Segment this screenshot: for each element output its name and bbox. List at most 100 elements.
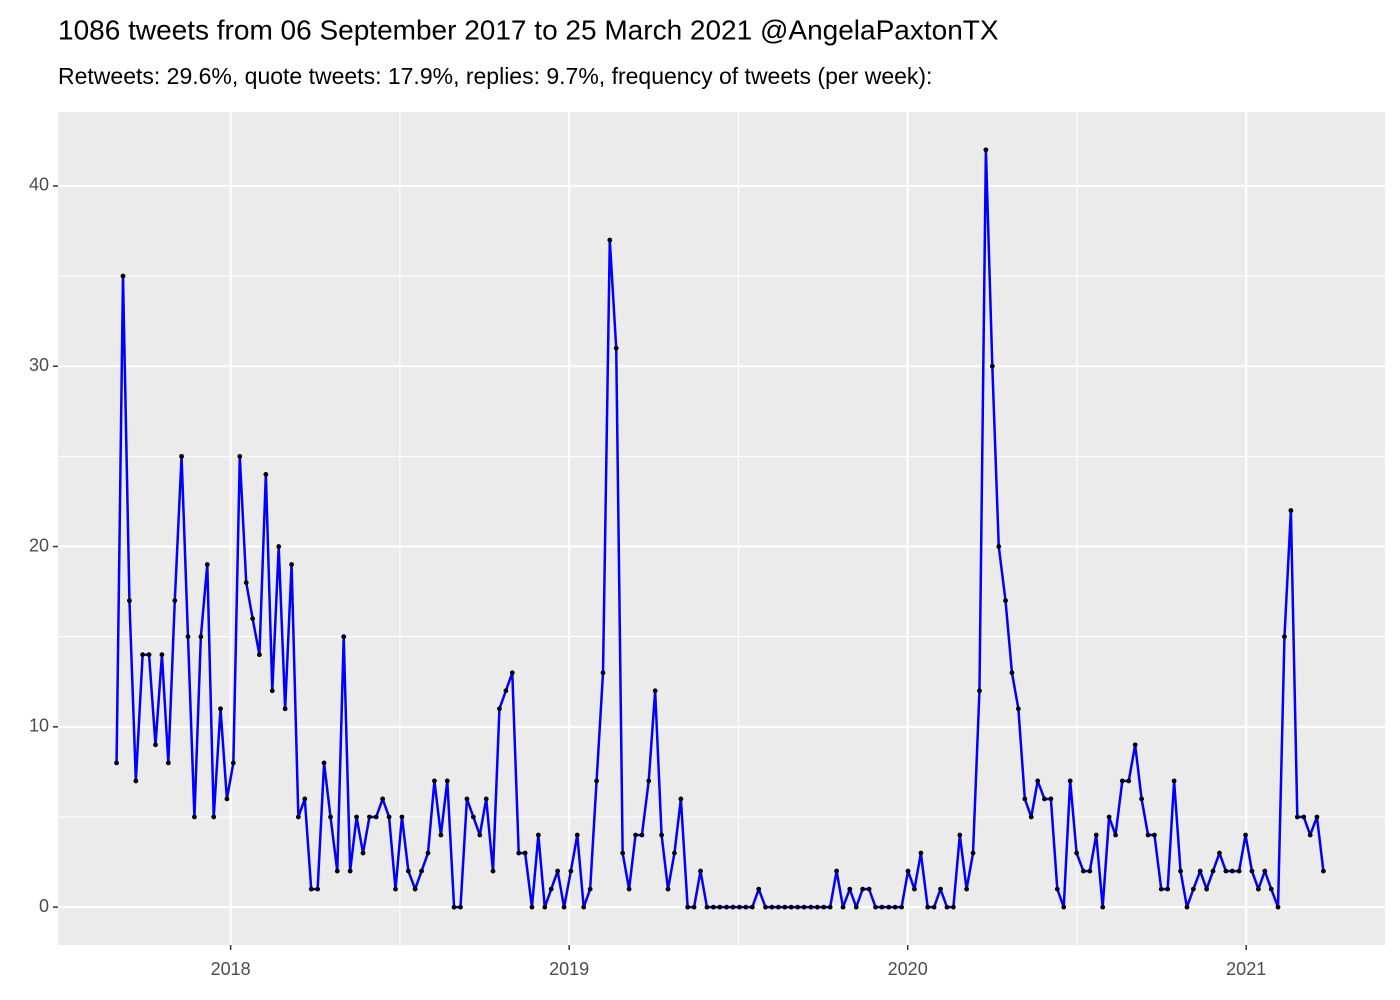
data-point	[587, 886, 593, 892]
data-point	[1171, 778, 1177, 784]
data-point	[1042, 796, 1047, 802]
data-point	[1236, 868, 1242, 874]
data-point	[672, 850, 677, 856]
data-point	[522, 850, 528, 856]
data-point	[737, 904, 742, 910]
data-point	[393, 886, 398, 892]
plot-background	[58, 112, 1385, 945]
data-point	[763, 904, 768, 910]
data-point	[204, 562, 210, 567]
data-point	[289, 562, 294, 567]
data-point	[853, 904, 859, 910]
data-point	[315, 886, 321, 892]
data-point	[1262, 868, 1268, 874]
data-point	[1255, 886, 1261, 892]
data-point	[165, 760, 171, 766]
data-point	[1243, 832, 1248, 838]
x-tick-label: 2018	[211, 959, 251, 979]
data-point	[380, 796, 386, 802]
data-point	[704, 904, 710, 910]
data-point	[905, 868, 911, 874]
data-point	[808, 904, 814, 910]
data-point	[211, 814, 217, 820]
data-point	[1080, 868, 1086, 874]
data-point	[1229, 868, 1235, 874]
data-point	[1314, 814, 1320, 820]
data-point	[451, 904, 457, 910]
data-point	[957, 832, 963, 838]
data-point	[613, 345, 619, 351]
data-point	[1145, 832, 1151, 838]
data-point	[263, 472, 269, 477]
data-point	[354, 814, 359, 820]
data-point	[1067, 778, 1073, 784]
data-point	[438, 832, 444, 838]
data-point	[347, 868, 353, 874]
data-point	[950, 904, 956, 910]
data-point	[685, 904, 691, 910]
y-tick-label: 30	[29, 355, 49, 375]
data-point	[1003, 598, 1008, 604]
data-point	[444, 778, 450, 784]
data-point	[153, 742, 158, 748]
data-point	[230, 760, 236, 766]
data-point	[1282, 634, 1287, 640]
data-point	[892, 904, 898, 910]
data-point	[1223, 868, 1229, 874]
data-point	[626, 886, 632, 892]
data-point	[1028, 814, 1034, 820]
data-point	[1301, 814, 1307, 820]
data-point	[334, 868, 340, 874]
x-tick-label: 2020	[888, 959, 928, 979]
data-point	[464, 796, 470, 802]
data-point	[561, 904, 567, 910]
data-point	[497, 706, 502, 712]
data-point	[996, 544, 1002, 549]
data-point	[159, 652, 165, 658]
data-point	[1061, 904, 1067, 910]
data-point	[282, 706, 288, 712]
data-point	[1074, 850, 1080, 856]
data-point	[555, 868, 561, 874]
data-point	[639, 832, 645, 838]
data-point	[276, 544, 282, 549]
data-point	[873, 904, 878, 910]
data-point	[386, 814, 392, 820]
data-point	[756, 886, 762, 892]
data-point	[717, 904, 723, 910]
data-point	[1307, 832, 1313, 838]
y-tick-label: 0	[39, 896, 49, 916]
data-point	[295, 814, 301, 820]
data-point	[652, 688, 658, 694]
data-point	[659, 832, 664, 838]
data-point	[412, 886, 418, 892]
data-point	[237, 453, 243, 459]
data-point	[834, 868, 839, 874]
data-point	[594, 778, 599, 784]
data-point	[970, 850, 976, 856]
data-point	[1320, 868, 1326, 874]
data-point	[1048, 796, 1054, 802]
data-point	[483, 796, 489, 802]
data-point	[198, 634, 204, 640]
data-point	[399, 814, 405, 820]
data-point	[308, 886, 314, 892]
data-point	[1178, 868, 1183, 874]
data-point	[1106, 814, 1112, 820]
data-point	[1210, 868, 1216, 874]
x-tick-label: 2019	[549, 959, 589, 979]
data-point	[918, 850, 924, 856]
data-point	[146, 652, 152, 658]
data-point	[698, 868, 703, 874]
data-point	[568, 868, 574, 874]
data-point	[769, 904, 775, 910]
data-point	[847, 886, 853, 892]
data-point	[607, 237, 613, 243]
data-point	[140, 652, 146, 658]
chart-title: 1086 tweets from 06 September 2017 to 25…	[58, 14, 999, 45]
data-point	[775, 904, 781, 910]
data-point	[127, 598, 132, 604]
data-point	[1288, 508, 1294, 513]
data-point	[801, 904, 807, 910]
